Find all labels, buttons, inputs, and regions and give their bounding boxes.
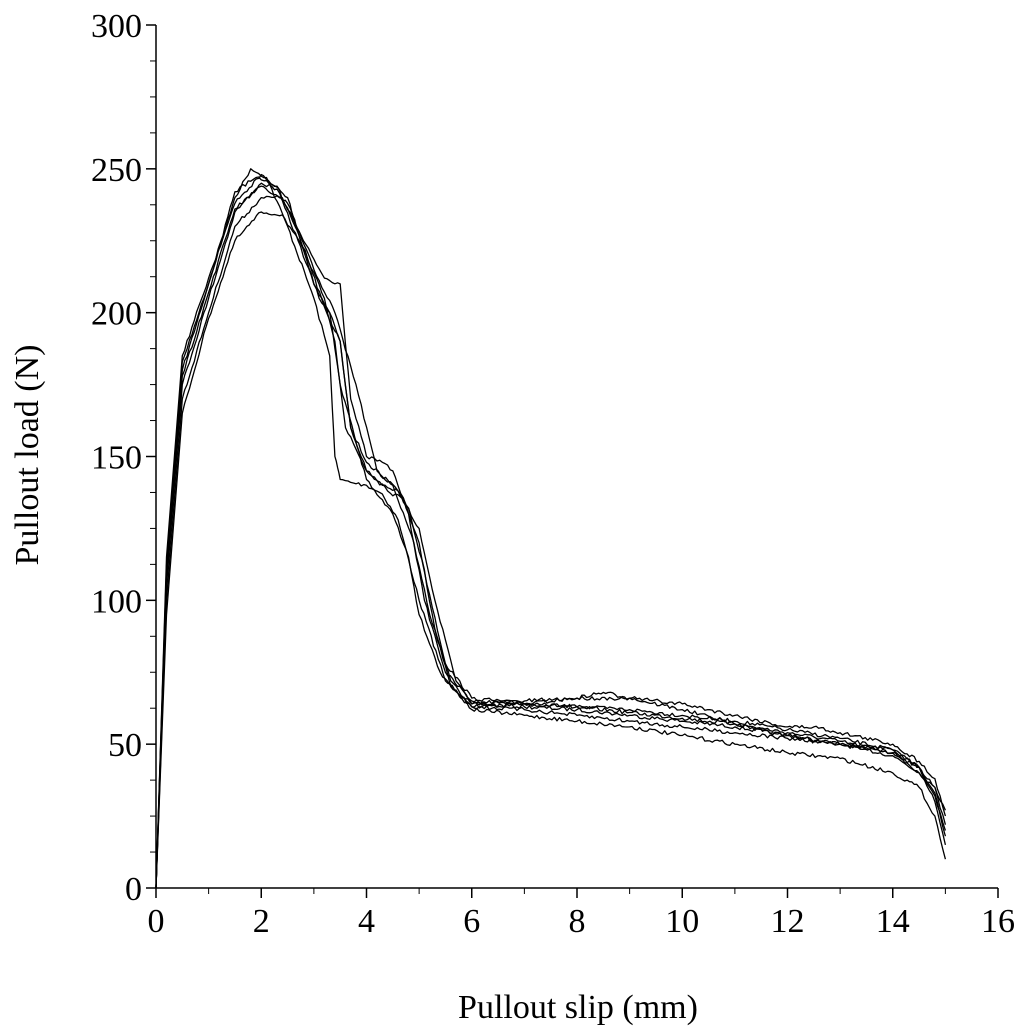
x-tick-label: 10: [665, 903, 699, 940]
y-tick-label: 0: [125, 871, 142, 908]
x-axis-title: Pullout slip (mm): [458, 989, 698, 1026]
series-line: [155, 173, 947, 889]
x-axis: 0 2 4 6 8 10 12 14 16: [148, 887, 1015, 940]
x-tick-label: 16: [981, 903, 1015, 940]
x-tick-label: 12: [771, 903, 805, 940]
y-tick-label: 50: [108, 727, 142, 764]
series-line: [155, 211, 947, 889]
y-tick-label: 200: [91, 296, 142, 333]
series-line: [155, 182, 947, 889]
series-line: [155, 176, 947, 889]
plot-series-group: [155, 168, 947, 889]
x-tick-label: 6: [463, 903, 480, 940]
x-tick-label: 8: [569, 903, 586, 940]
y-tick-label: 250: [91, 152, 142, 189]
x-tick-label: 4: [358, 903, 375, 940]
y-axis: 0 50 100 150 200 250 300: [91, 8, 157, 908]
series-line: [155, 195, 947, 889]
series-line: [155, 185, 947, 889]
y-tick-label: 150: [91, 440, 142, 477]
y-tick-label: 300: [91, 8, 142, 45]
series-line: [155, 168, 946, 889]
x-tick-label: 14: [876, 903, 910, 940]
x-tick-label: 2: [253, 903, 270, 940]
x-tick-label: 0: [148, 903, 165, 940]
y-tick-label: 100: [91, 583, 142, 620]
y-axis-title: Pullout load (N): [9, 345, 46, 566]
